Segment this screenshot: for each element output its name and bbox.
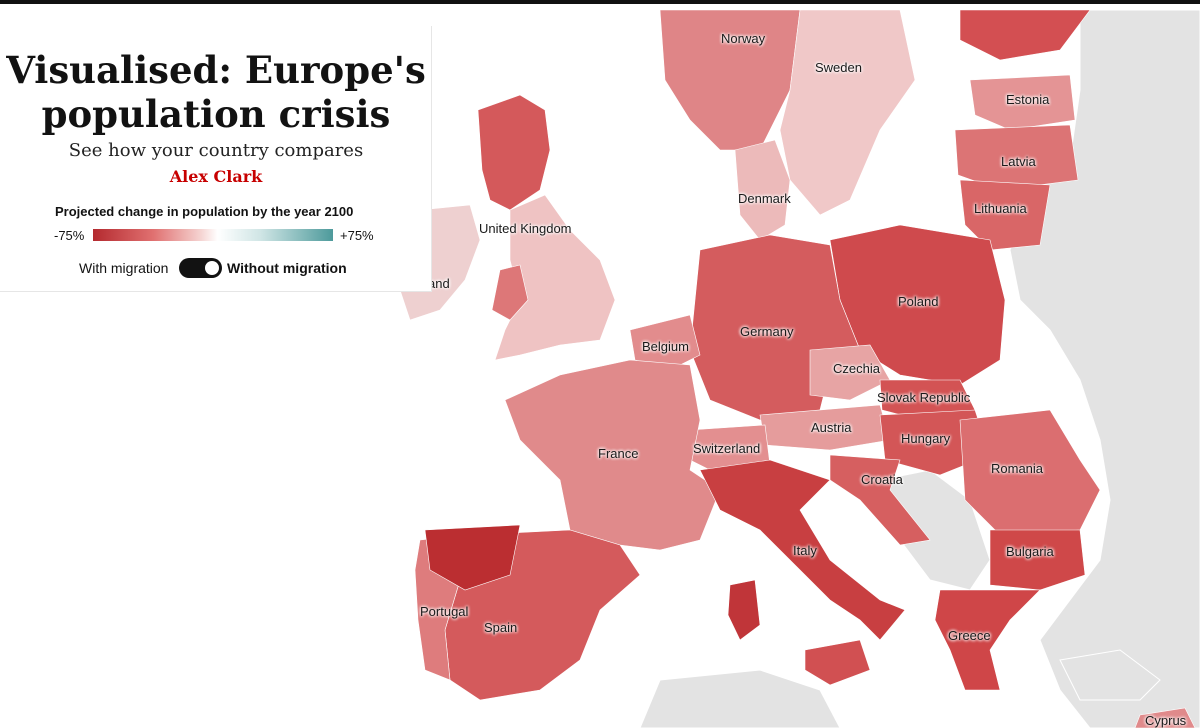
with-migration-label[interactable]: With migration — [79, 260, 169, 276]
finland-shape — [959, 9, 1091, 61]
legend-min-label: -75% — [54, 228, 85, 243]
info-panel: Visualised: Europe's population crisis S… — [0, 26, 432, 292]
label-italy: Italy — [793, 543, 817, 558]
lithuania-shape — [959, 179, 1051, 251]
france-shape — [504, 359, 721, 551]
label-united-kingdom: United Kingdom — [479, 221, 572, 236]
toggle-knob — [205, 261, 219, 275]
label-romania: Romania — [991, 461, 1044, 476]
romania-shape — [959, 409, 1101, 536]
label-lithuania: Lithuania — [974, 201, 1027, 216]
label-belgium: Belgium — [642, 339, 689, 354]
subtitle: See how your country compares — [68, 140, 364, 161]
label-portugal: Portugal — [420, 604, 469, 619]
nw-spain-shape — [424, 524, 521, 591]
uk-wales-shape — [491, 264, 529, 321]
label-switzerland: Switzerland — [693, 441, 761, 456]
top-bar — [0, 0, 1200, 4]
label-bulgaria: Bulgaria — [1006, 544, 1054, 559]
cyprus-shape — [1134, 707, 1196, 728]
label-sweden: Sweden — [815, 60, 862, 75]
legend-color-scale — [93, 229, 333, 241]
label-greece: Greece — [948, 628, 991, 643]
legend-max-label: +75% — [340, 228, 374, 243]
italy-shape — [699, 459, 906, 641]
label-slovak-republic: Slovak Republic — [877, 390, 971, 405]
page-title: Visualised: Europe's population crisis — [0, 48, 432, 136]
label-croatia: Croatia — [861, 472, 903, 487]
migration-toggle[interactable] — [179, 258, 222, 278]
greece-shape — [934, 589, 1041, 691]
label-austria: Austria — [811, 420, 852, 435]
title-line-2: population crisis — [41, 92, 391, 136]
sardinia-shape — [727, 579, 761, 641]
label-hungary: Hungary — [901, 431, 951, 446]
label-germany: Germany — [740, 324, 794, 339]
estonia-shape — [969, 74, 1076, 131]
label-denmark: Denmark — [738, 191, 791, 206]
label-czechia: Czechia — [833, 361, 880, 376]
label-poland: Poland — [898, 294, 939, 309]
author-byline[interactable]: Alex Clark — [169, 167, 263, 186]
uk-scotland-shape — [477, 94, 551, 211]
sweden-shape — [779, 9, 916, 216]
bulgaria-shape — [989, 529, 1086, 591]
label-estonia: Estonia — [1006, 92, 1050, 107]
non-data-land — [639, 9, 1200, 728]
label-norway: Norway — [721, 31, 766, 46]
croatia-shape — [829, 454, 931, 546]
legend-title: Projected change in population by the ye… — [55, 204, 354, 219]
label-spain: Spain — [484, 620, 518, 635]
denmark-shape — [734, 139, 791, 241]
sicily-shape — [804, 639, 871, 686]
title-line-1: Visualised: Europe's — [6, 48, 426, 92]
label-latvia: Latvia — [1001, 154, 1036, 169]
belgium-shape — [629, 314, 701, 371]
label-cyprus: Cyprus — [1145, 713, 1187, 728]
without-migration-label[interactable]: Without migration — [227, 260, 347, 276]
label-france: France — [598, 446, 639, 461]
czechia-shape — [809, 344, 891, 401]
